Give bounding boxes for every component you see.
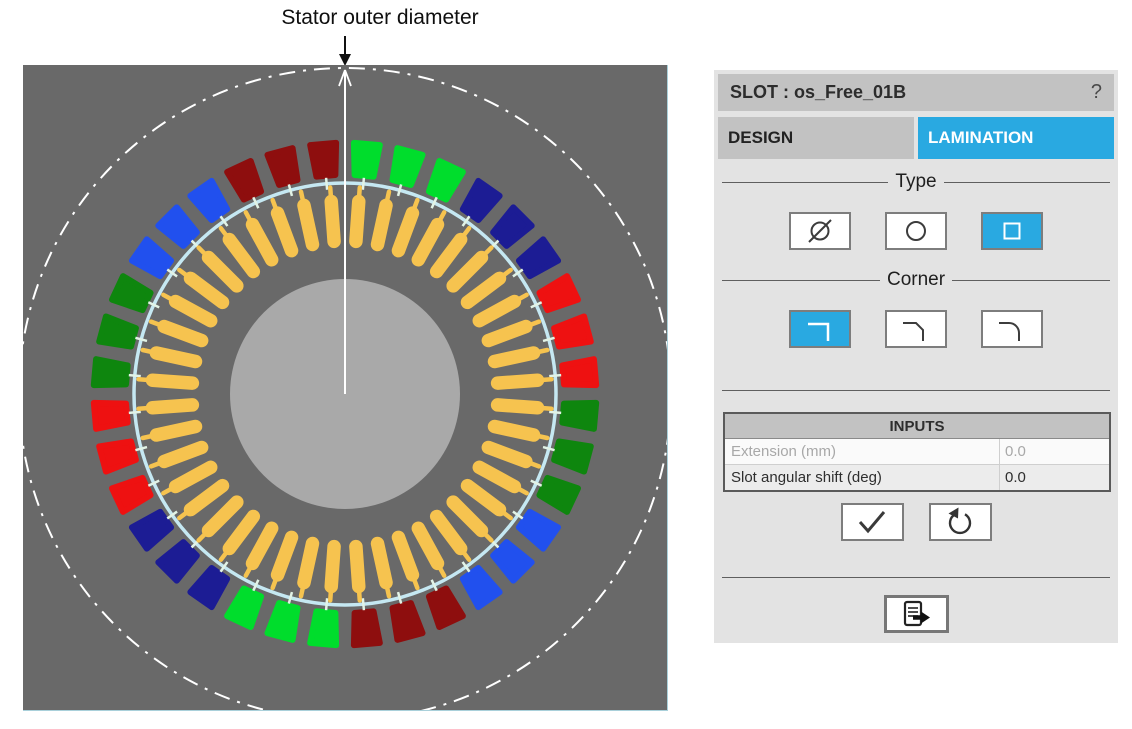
slot-angular-shift-label: Slot angular shift (deg) [725,465,1000,490]
type-circle-button[interactable] [885,212,947,250]
extension-value[interactable]: 0.0 [1005,443,1026,460]
inputs-table-header: INPUTS [725,414,1109,439]
table-row: Slot angular shift (deg) 0.0 [725,464,1109,490]
slot-panel: SLOT : os_Free_01B ? DESIGN LAMINATION T… [714,70,1118,643]
tab-bar: DESIGN LAMINATION [718,117,1114,159]
slashed-circle-icon [808,219,832,243]
type-square-button[interactable] [981,212,1043,250]
corner-group-label: Corner [886,269,946,290]
corner-group-legend: Corner [722,268,1111,292]
action-buttons [714,503,1118,541]
type-options [714,212,1118,250]
apply-button[interactable] [840,503,904,541]
corner-options [714,310,1118,348]
lamination-view[interactable] [23,65,668,711]
check-icon [858,511,886,534]
export-icon [903,600,930,627]
square-icon [1003,222,1021,240]
panel-title: SLOT : os_Free_01B [730,82,907,102]
extension-label: Extension (mm) [725,439,1000,464]
corner-sharp-button[interactable] [789,310,851,348]
corner-round-icon [999,322,1020,341]
circle-icon [906,221,926,241]
slot-angular-shift-value[interactable]: 0.0 [1005,469,1026,486]
motor-cross-section [23,67,667,710]
export-row [714,595,1118,633]
separator [722,390,1110,391]
inputs-table: INPUTS Extension (mm) 0.0 Slot angular s… [723,412,1111,492]
reset-icon [948,507,972,535]
reset-button[interactable] [928,503,992,541]
export-button[interactable] [883,595,949,633]
type-no-slot-button[interactable] [789,212,851,250]
corner-chamfer-button[interactable] [885,310,947,348]
type-group-label: Type [895,171,937,192]
tab-lamination[interactable]: LAMINATION [918,117,1114,159]
panel-header: SLOT : os_Free_01B ? [718,74,1114,111]
separator [722,577,1110,578]
help-icon[interactable]: ? [1090,81,1102,103]
type-group-legend: Type [722,170,1111,194]
tab-design[interactable]: DESIGN [718,117,914,159]
table-row: Extension (mm) 0.0 [725,439,1109,464]
corner-sharp-icon [808,322,830,341]
annotation-arrow-icon [339,36,351,66]
corner-round-button[interactable] [981,310,1043,348]
corner-chamfer-icon [903,322,924,341]
stator-outer-diameter-label: Stator outer diameter [281,6,479,29]
